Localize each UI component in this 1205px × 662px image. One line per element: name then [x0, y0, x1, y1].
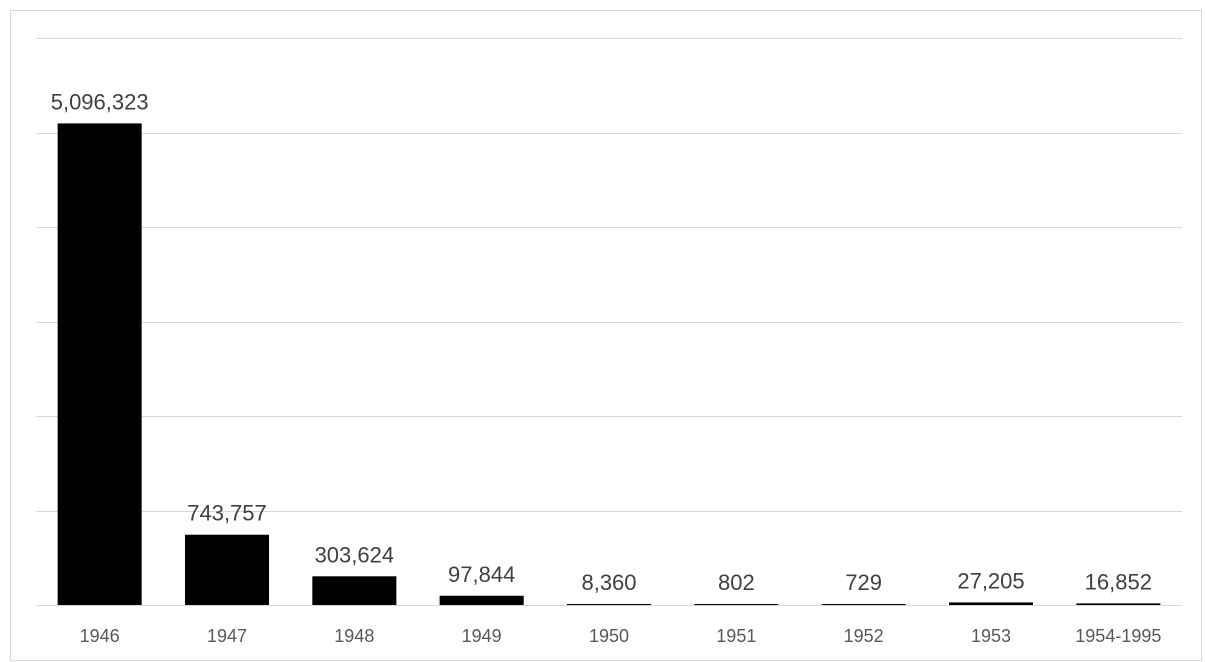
x-tick-label-1952: 1952 [844, 626, 884, 646]
bar-1948 [312, 576, 397, 605]
data-label-1953: 27,205 [957, 568, 1024, 593]
data-label-1952: 729 [845, 570, 882, 595]
data-label-1946: 5,096,323 [51, 89, 149, 114]
bar-1950 [566, 604, 652, 605]
data-label-1948: 303,624 [315, 542, 395, 567]
bar-1949 [439, 595, 524, 605]
x-tick-label-1946: 1946 [80, 626, 120, 646]
x-tick-label-1953: 1953 [971, 626, 1011, 646]
x-tick-label-1948: 1948 [334, 626, 374, 646]
x-tick-label-1949: 1949 [462, 626, 502, 646]
x-tick-label-1950: 1950 [589, 626, 629, 646]
bar-1947 [184, 534, 270, 605]
x-tick-label-1954-1995: 1954-1995 [1075, 626, 1161, 646]
bar-1953 [948, 602, 1034, 605]
data-label-1951: 802 [718, 570, 755, 595]
data-label-1954-1995: 16,852 [1085, 569, 1152, 594]
bar-1951 [694, 604, 779, 605]
data-label-1950: 8,360 [581, 570, 636, 595]
x-tick-label-1951: 1951 [716, 626, 756, 646]
bar-1952 [821, 604, 906, 605]
bar-1946 [57, 123, 142, 606]
x-tick-label-1947: 1947 [207, 626, 247, 646]
bar-1954-1995 [1076, 603, 1161, 605]
data-label-1947: 743,757 [187, 501, 267, 526]
data-label-1949: 97,844 [448, 562, 515, 587]
